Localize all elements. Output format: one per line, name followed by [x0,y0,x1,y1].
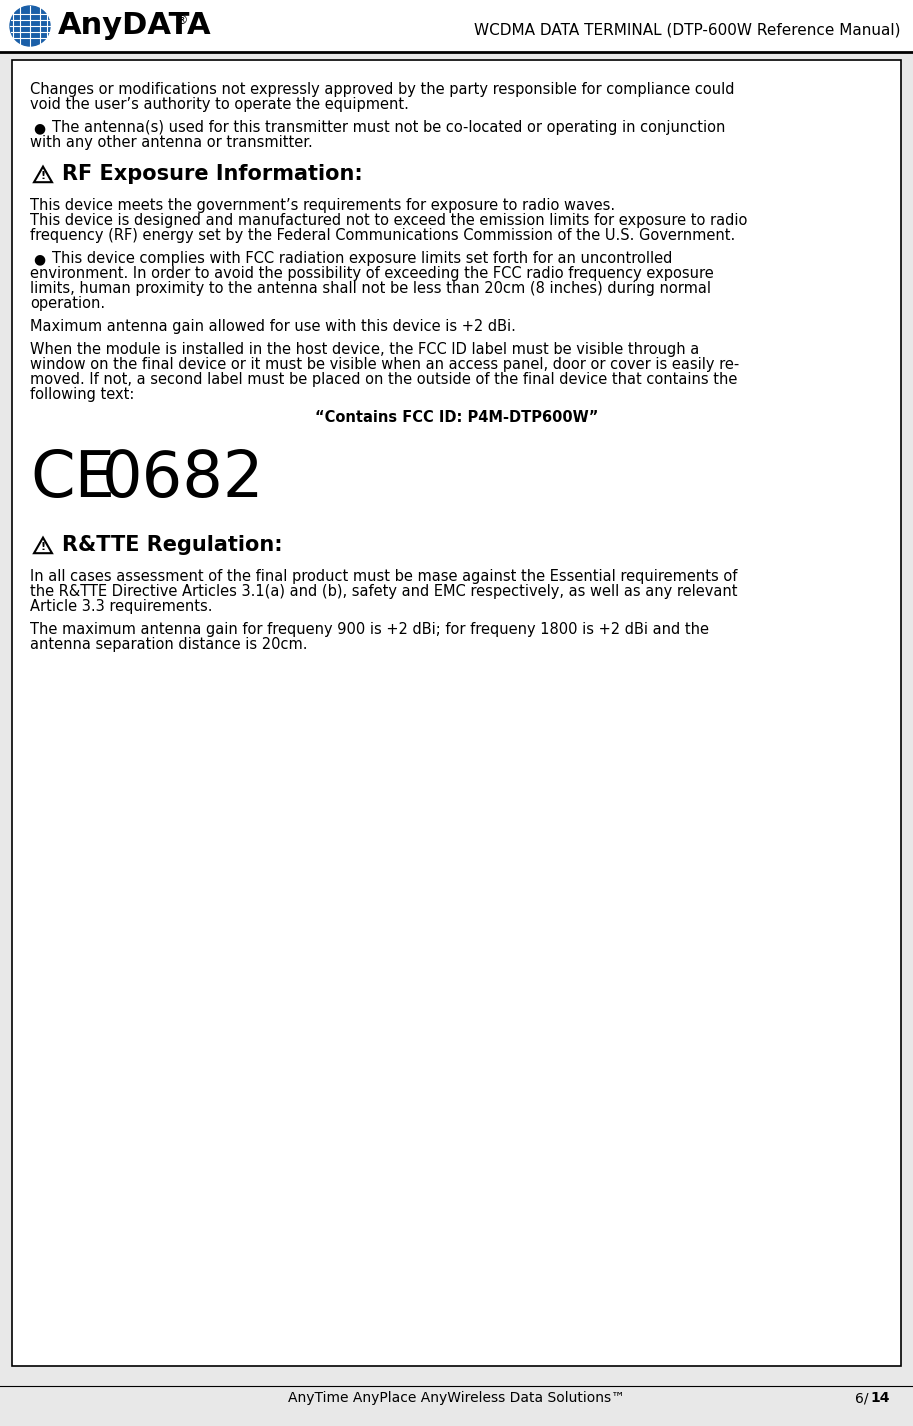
Text: ●: ● [33,121,45,135]
Text: ●: ● [33,252,45,267]
Text: 14: 14 [870,1390,889,1405]
Text: following text:: following text: [30,386,134,402]
Text: CE: CE [30,448,115,511]
Bar [0,0,913,51]
Text: window on the final device or it must be visible when an access panel, door or c: window on the final device or it must be… [30,356,740,372]
Text: Maximum antenna gain allowed for use with this device is +2 dBi.: Maximum antenna gain allowed for use wit… [30,319,516,334]
Text: “Contains FCC ID: P4M-DTP600W”: “Contains FCC ID: P4M-DTP600W” [315,411,598,425]
Text: When the module is installed in the host device, the FCC ID label must be visibl: When the module is installed in the host… [30,342,699,356]
Text: !: ! [40,542,46,552]
Text: AnyDATA: AnyDATA [58,11,212,40]
Text: 0682: 0682 [102,448,265,511]
Circle shape [10,6,50,46]
Text: void the user’s authority to operate the equipment.: void the user’s authority to operate the… [30,97,409,113]
Text: The maximum antenna gain for frequeny 900 is +2 dBi; for frequeny 1800 is +2 dBi: The maximum antenna gain for frequeny 90… [30,622,709,637]
Text: ®: ® [175,14,187,27]
Text: This device meets the government’s requirements for exposure to radio waves.: This device meets the government’s requi… [30,198,615,212]
Text: !: ! [40,171,46,181]
Text: In all cases assessment of the final product must be mase against the Essential : In all cases assessment of the final pro… [30,569,738,585]
Text: This device complies with FCC radiation exposure limits set forth for an uncontr: This device complies with FCC radiation … [52,251,672,267]
Text: RF Exposure Information:: RF Exposure Information: [62,164,362,184]
Text: environment. In order to avoid the possibility of exceeding the FCC radio freque: environment. In order to avoid the possi… [30,267,714,281]
Text: the R&TTE Directive Articles 3.1(a) and (b), safety and EMC respectively, as wel: the R&TTE Directive Articles 3.1(a) and … [30,585,738,599]
Text: frequency (RF) energy set by the Federal Communications Commission of the U.S. G: frequency (RF) energy set by the Federal… [30,228,735,242]
Text: operation.: operation. [30,297,105,311]
Text: moved. If not, a second label must be placed on the outside of the final device : moved. If not, a second label must be pl… [30,372,738,386]
Text: This device is designed and manufactured not to exceed the emission limits for e: This device is designed and manufactured… [30,212,748,228]
Text: limits, human proximity to the antenna shall not be less than 20cm (8 inches) du: limits, human proximity to the antenna s… [30,281,711,297]
Text: with any other antenna or transmitter.: with any other antenna or transmitter. [30,135,313,150]
Text: AnyTime AnyPlace AnyWireless Data Solutions™: AnyTime AnyPlace AnyWireless Data Soluti… [288,1390,624,1405]
Text: WCDMA DATA TERMINAL (DTP-600W Reference Manual): WCDMA DATA TERMINAL (DTP-600W Reference … [474,23,900,37]
Text: R&TTE Regulation:: R&TTE Regulation: [62,535,283,555]
Text: The antenna(s) used for this transmitter must not be co-located or operating in : The antenna(s) used for this transmitter… [52,120,725,135]
Text: Changes or modifications not expressly approved by the party responsible for com: Changes or modifications not expressly a… [30,83,734,97]
Text: antenna separation distance is 20cm.: antenna separation distance is 20cm. [30,637,308,652]
Text: Article 3.3 requirements.: Article 3.3 requirements. [30,599,213,615]
Text: 6/: 6/ [855,1390,868,1405]
